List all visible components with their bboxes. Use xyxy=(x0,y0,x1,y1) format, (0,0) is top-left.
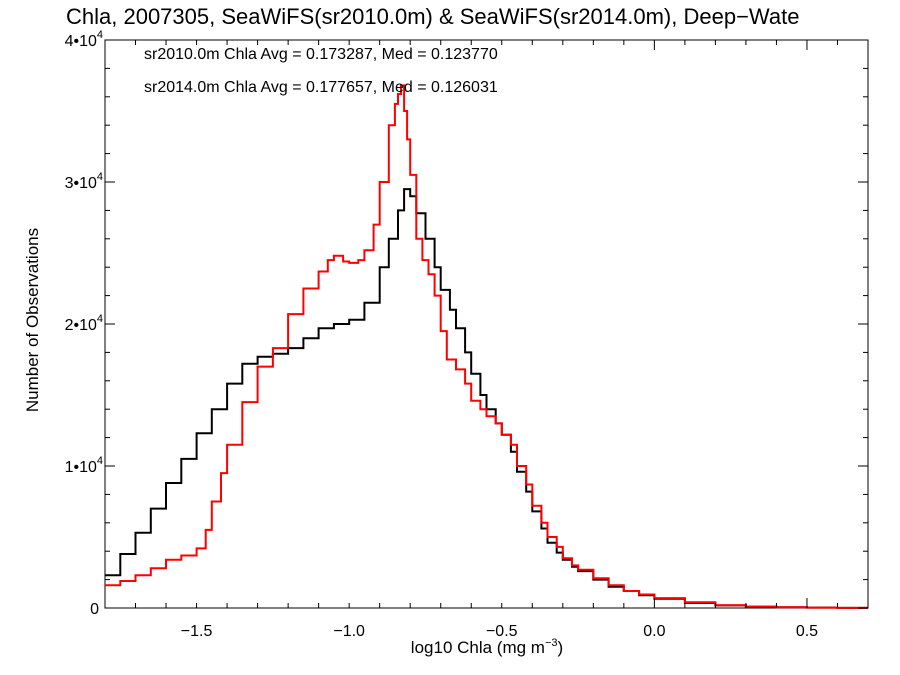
y-tick-label: 4•104 xyxy=(65,29,103,50)
plot-frame xyxy=(104,39,869,609)
x-tick-label: 0.5 xyxy=(796,623,818,640)
x-axis-label: log10 Chla (mg m−3) xyxy=(411,637,563,657)
x-tick-label: −1.0 xyxy=(333,623,365,640)
y-axis-label: Number of Observations xyxy=(23,228,42,412)
plot-area: −1.5 −1.0 −0.5 0.0 0.5 0 1•104 2•104 3•104 4•104 xyxy=(65,29,869,640)
legend-entry-sr2010: sr2010.0m Chla Avg = 0.173287, Med = 0.1… xyxy=(144,46,498,63)
legend-entry-sr2014: sr2014.0m Chla Avg = 0.177657, Med = 0.1… xyxy=(144,79,498,96)
y-tick-label: 2•104 xyxy=(65,313,103,334)
series-line-1 xyxy=(105,84,868,609)
series-line-0 xyxy=(105,188,868,609)
y-tick-label: 1•104 xyxy=(65,455,103,476)
legend: sr2010.0m Chla Avg = 0.173287, Med = 0.1… xyxy=(144,46,498,96)
y-tick-label: 0 xyxy=(90,601,99,618)
x-tick-label: −0.5 xyxy=(486,623,518,640)
x-tick-label: 0.0 xyxy=(643,623,665,640)
x-tick-label: −1.5 xyxy=(181,623,213,640)
x-axis-ticks: −1.5 −1.0 −0.5 0.0 0.5 xyxy=(104,40,869,640)
chart-title: Chla, 2007305, SeaWiFS(sr2010.0m) & SeaW… xyxy=(66,4,799,29)
x-axis-label-superscript: −3 xyxy=(545,637,558,649)
series-layer xyxy=(105,84,868,609)
y-tick-label: 3•104 xyxy=(65,171,103,192)
y-axis-ticks: 0 1•104 2•104 3•104 4•104 xyxy=(65,29,868,618)
